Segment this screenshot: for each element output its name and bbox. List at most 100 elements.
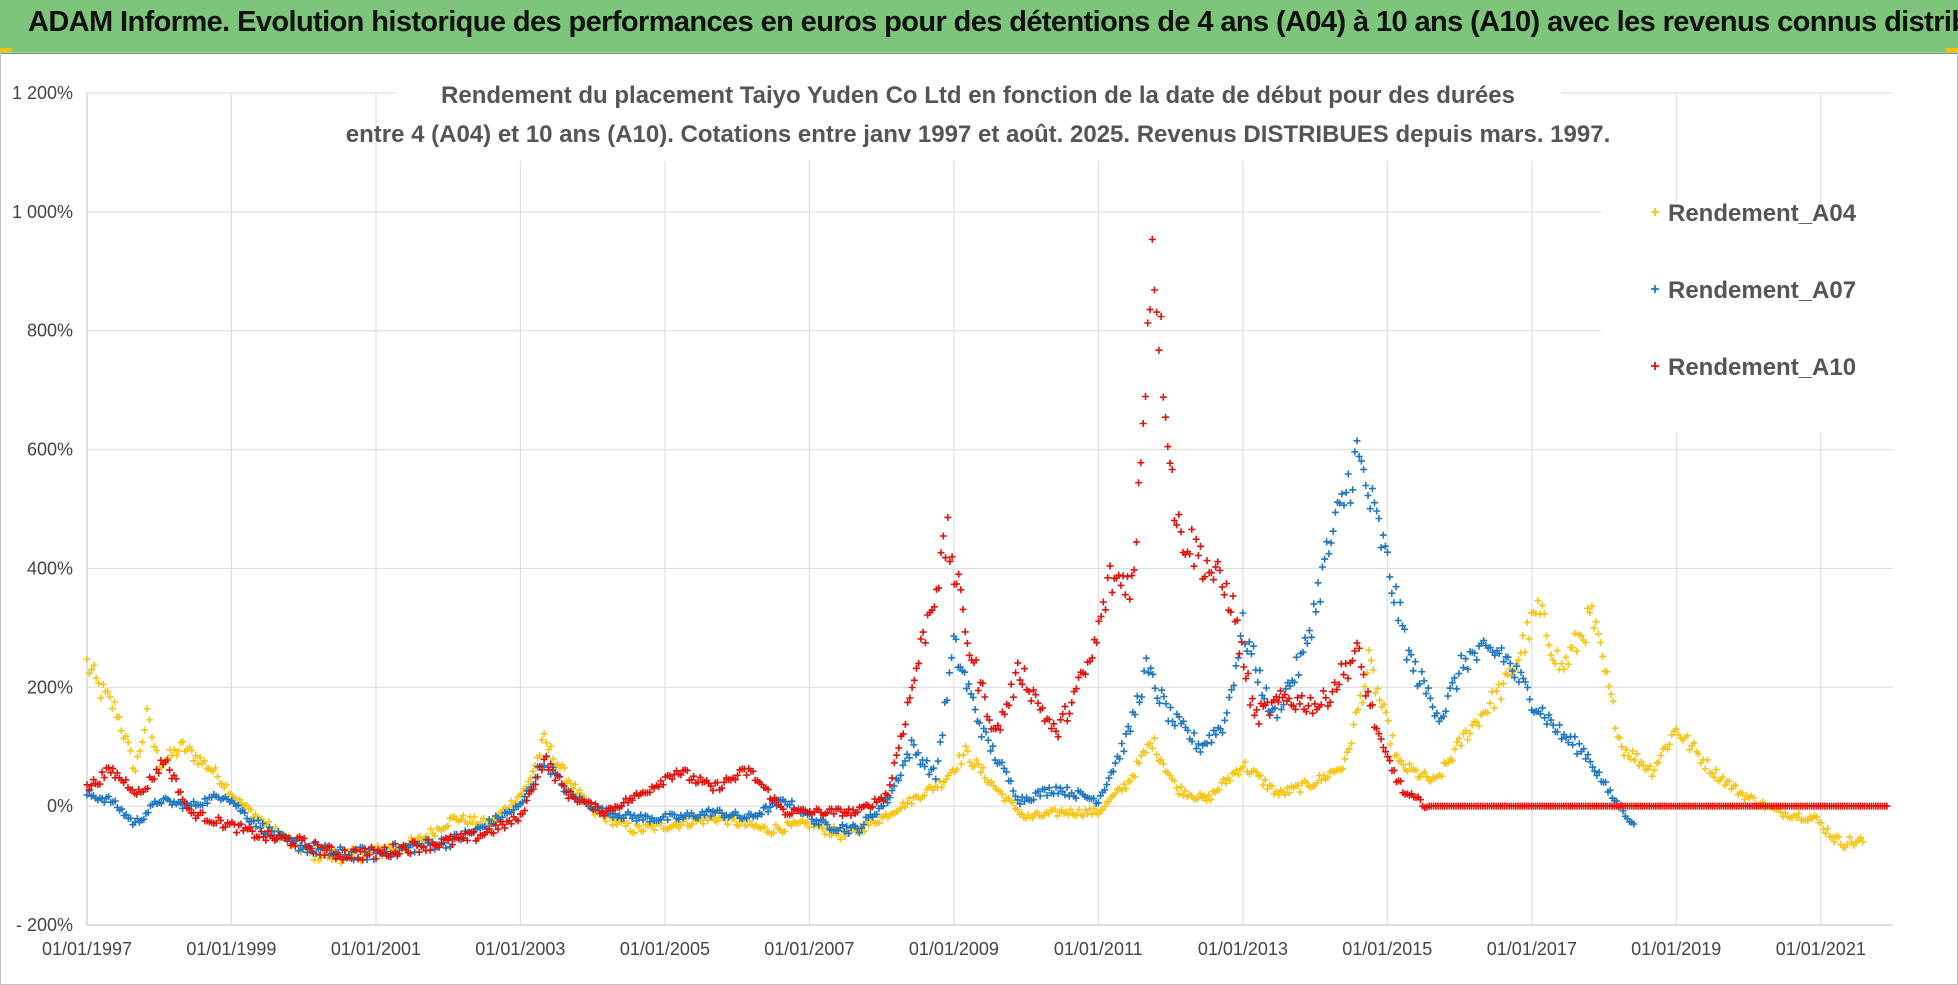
data-point xyxy=(540,762,548,769)
data-point xyxy=(133,815,141,822)
data-point xyxy=(1122,785,1130,793)
data-point xyxy=(532,780,539,788)
data-point xyxy=(1252,768,1260,776)
data-point xyxy=(1333,686,1341,694)
data-point xyxy=(420,843,428,851)
data-point xyxy=(1126,777,1134,785)
data-point xyxy=(1105,798,1113,806)
data-point xyxy=(115,713,123,721)
data-point xyxy=(640,827,647,834)
data-point xyxy=(1138,693,1146,701)
data-point xyxy=(1500,658,1508,666)
data-point xyxy=(1519,632,1527,640)
data-point xyxy=(1160,693,1168,700)
data-point xyxy=(248,827,256,835)
data-point xyxy=(1212,563,1220,571)
data-point xyxy=(1655,759,1663,766)
data-point xyxy=(551,776,559,784)
data-point xyxy=(1846,833,1854,841)
data-point xyxy=(1194,551,1202,559)
data-point xyxy=(837,835,845,843)
data-point xyxy=(1412,766,1420,774)
data-point xyxy=(1101,803,1109,810)
data-point xyxy=(501,824,509,832)
data-point xyxy=(1228,686,1235,694)
data-point xyxy=(1079,812,1087,820)
data-point xyxy=(1093,639,1101,647)
data-point xyxy=(1657,751,1665,759)
data-point xyxy=(1048,725,1055,733)
data-point xyxy=(1329,527,1337,535)
data-point xyxy=(1375,730,1383,738)
data-point xyxy=(1704,756,1711,764)
data-point xyxy=(981,693,989,701)
data-point xyxy=(1052,783,1060,791)
data-point xyxy=(185,743,193,751)
data-point xyxy=(1072,794,1080,802)
data-point xyxy=(83,791,91,799)
data-point xyxy=(1137,459,1145,467)
data-point xyxy=(713,818,721,826)
data-point xyxy=(1741,796,1748,803)
data-point xyxy=(648,821,656,829)
data-point xyxy=(341,846,349,854)
data-point xyxy=(1219,729,1226,737)
data-point xyxy=(127,814,135,822)
data-point xyxy=(170,746,178,753)
data-point xyxy=(1029,814,1037,822)
data-point xyxy=(1132,538,1140,546)
data-point xyxy=(237,820,245,828)
data-point xyxy=(1233,616,1241,624)
data-point xyxy=(1153,694,1161,702)
data-point xyxy=(1710,773,1718,781)
data-point xyxy=(395,850,403,858)
data-point xyxy=(1188,525,1196,533)
data-point xyxy=(1543,720,1551,728)
data-point xyxy=(1179,791,1187,799)
data-point xyxy=(567,780,575,788)
data-point xyxy=(718,784,726,792)
data-point xyxy=(953,580,960,588)
data-point xyxy=(150,743,158,751)
data-point xyxy=(1108,588,1116,596)
data-point xyxy=(1345,745,1353,753)
data-point xyxy=(1539,704,1546,712)
data-point xyxy=(1582,755,1590,763)
data-point xyxy=(1440,712,1447,720)
data-point xyxy=(1243,647,1251,655)
data-point xyxy=(523,797,531,804)
data-point xyxy=(264,827,272,835)
data-point xyxy=(1205,791,1213,799)
data-point xyxy=(983,712,991,720)
data-point xyxy=(910,676,918,684)
data-point xyxy=(893,751,900,759)
data-point xyxy=(1595,768,1603,776)
data-point xyxy=(1372,689,1379,697)
data-point xyxy=(979,764,987,772)
data-point xyxy=(1246,701,1254,709)
data-point xyxy=(1347,499,1354,507)
data-point xyxy=(303,849,311,857)
data-point xyxy=(856,829,863,837)
data-point xyxy=(1404,767,1411,775)
data-point xyxy=(173,752,180,760)
data-point xyxy=(1264,785,1271,793)
data-point xyxy=(1043,792,1051,799)
data-point xyxy=(262,836,270,844)
data-point xyxy=(560,764,568,772)
data-point xyxy=(718,809,726,817)
data-point xyxy=(201,757,208,765)
data-point xyxy=(1245,638,1253,646)
data-point xyxy=(1498,644,1506,652)
legend: Rendement_A04 Rendement_A07 Rendement_A10 xyxy=(1601,200,1893,433)
data-point xyxy=(88,666,96,674)
data-point xyxy=(1373,507,1381,515)
data-point xyxy=(609,806,617,814)
data-point xyxy=(1001,710,1009,718)
data-point xyxy=(1497,695,1505,703)
data-point xyxy=(639,816,647,824)
data-point xyxy=(1364,688,1372,696)
data-point xyxy=(1335,680,1343,688)
data-point xyxy=(664,816,672,824)
data-point xyxy=(1130,566,1138,574)
